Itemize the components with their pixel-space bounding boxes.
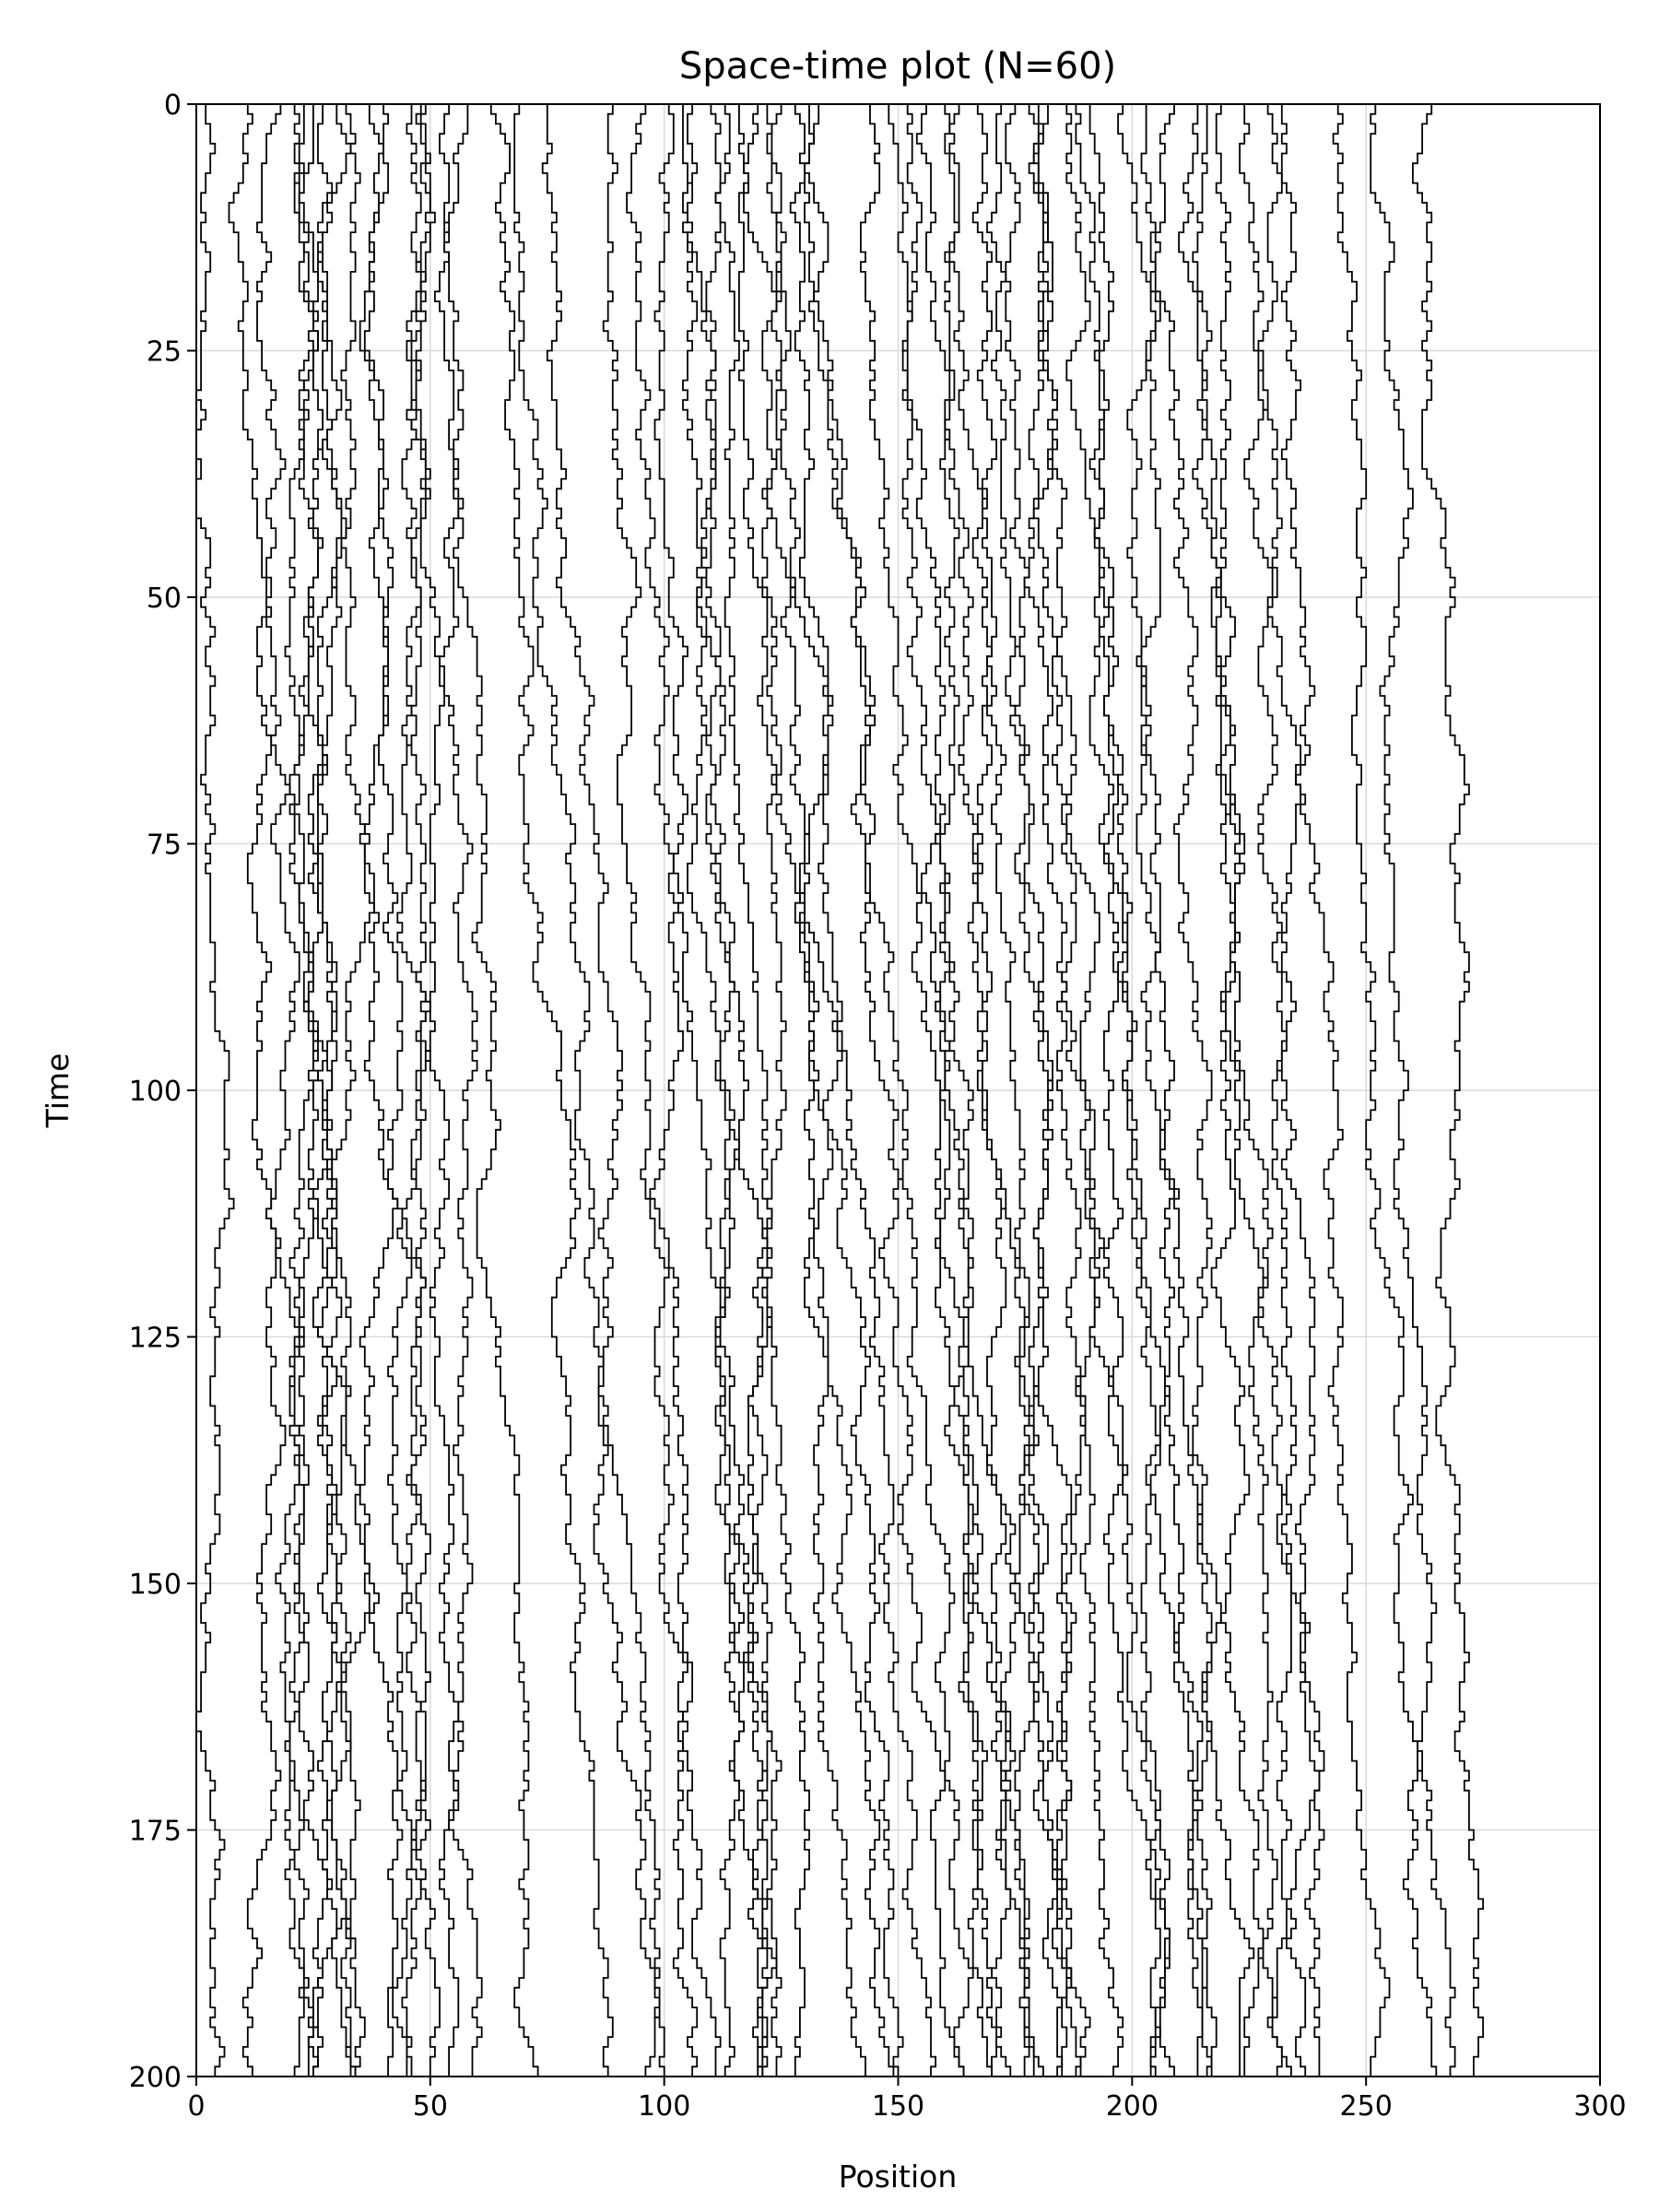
walker-60-trajectory (1412, 104, 1484, 2077)
walker-30-trajectory (766, 104, 904, 2077)
walker-23-trajectory (682, 104, 769, 2077)
walker-32-trajectory (804, 104, 965, 2077)
y-axis-ticks: 0 25 50 75 100 125 150 175 200 (129, 89, 196, 2094)
walker-43-trajectory (1023, 104, 1087, 2077)
x-tick-label: 100 (638, 2090, 690, 2123)
y-tick-label: 75 (147, 830, 182, 862)
x-axis-label: Position (839, 2159, 958, 2194)
walker-55-trajectory (1239, 104, 1321, 2077)
walker-58-trajectory (1332, 104, 1438, 2077)
walker-21-trajectory (626, 104, 722, 2077)
walker-38-trajectory (944, 104, 1044, 2077)
walker-48-trajectory (1088, 104, 1213, 2077)
x-tick-label: 250 (1340, 2090, 1393, 2123)
x-tick-label: 300 (1573, 2090, 1626, 2123)
walker-40-trajectory (971, 104, 1073, 2077)
walker-14-trajectory (415, 104, 460, 2077)
x-tick-label: 200 (1106, 2090, 1159, 2123)
walker-35-trajectory (888, 104, 993, 2077)
x-tick-label: 0 (187, 2090, 205, 2123)
walker-28-trajectory (743, 104, 870, 2077)
y-axis-label: Time (40, 1053, 76, 1129)
walker-24-trajectory (682, 104, 769, 2077)
y-tick-label: 50 (147, 582, 182, 615)
walker-5-trajectory (288, 104, 334, 2077)
walker-33-trajectory (804, 104, 974, 2077)
walker-53-trajectory (1192, 104, 1283, 2077)
walker-52-trajectory (1178, 104, 1265, 2077)
walker-34-trajectory (860, 104, 1003, 2077)
grid-lines (195, 103, 1601, 2077)
x-tick-label: 50 (413, 2090, 448, 2123)
y-tick-label: 25 (147, 336, 182, 369)
walker-56-trajectory (1257, 104, 1325, 2077)
walker-15-trajectory (434, 104, 483, 2077)
chart-title: Space-time plot (N=60) (679, 45, 1116, 88)
walker-26-trajectory (714, 104, 782, 2077)
y-tick-label: 150 (129, 1569, 182, 1601)
y-tick-label: 175 (129, 1816, 182, 1848)
walker-2-trajectory (228, 104, 287, 2077)
walker-59-trajectory (1370, 104, 1456, 2077)
walker-16-trajectory (443, 104, 539, 2077)
walker-29-trajectory (766, 104, 895, 2077)
y-tick-label: 100 (129, 1076, 182, 1108)
walker-51-trajectory (1154, 104, 1255, 2077)
walker-12-trajectory (396, 104, 431, 2077)
walker-7-trajectory (302, 104, 357, 2077)
walker-17-trajectory (489, 104, 614, 2077)
walker-27-trajectory (738, 104, 810, 2077)
x-tick-label: 150 (872, 2090, 924, 2123)
walker-9-trajectory (317, 104, 375, 2077)
walker-46-trajectory (1065, 104, 1171, 2077)
walker-trajectories (195, 104, 1484, 2077)
walker-8-trajectory (317, 104, 371, 2077)
walker-45-trajectory (1037, 104, 1161, 2077)
walker-13-trajectory (401, 104, 441, 2077)
y-tick-label: 200 (129, 2062, 182, 2094)
walker-49-trajectory (1117, 104, 1208, 2077)
walker-54-trajectory (1215, 104, 1292, 2077)
walker-39-trajectory (948, 104, 1040, 2077)
walker-18-trajectory (513, 104, 669, 2077)
y-tick-label: 125 (129, 1323, 182, 1355)
walker-20-trajectory (602, 104, 699, 2077)
x-axis-ticks: 0 50 100 150 200 250 300 (187, 2077, 1627, 2123)
walker-19-trajectory (541, 104, 661, 2077)
walker-57-trajectory (1280, 104, 1391, 2077)
walker-11-trajectory (359, 104, 418, 2077)
y-tick-label: 0 (164, 89, 182, 122)
walker-31-trajectory (789, 104, 936, 2077)
